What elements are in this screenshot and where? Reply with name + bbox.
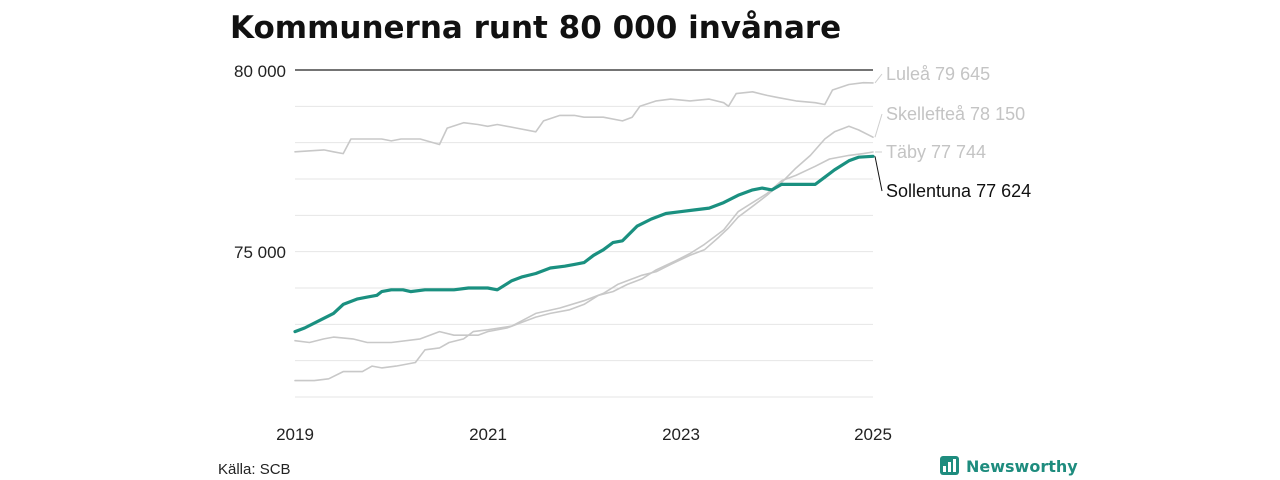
- x-tick-label: 2019: [276, 425, 314, 444]
- series-labels: Luleå 79 645 Skellefteå 78 150 Täby 77 744…: [874, 64, 1031, 201]
- series-end-label: Skellefteå 78 150: [886, 104, 1025, 124]
- x-tick-label: 2023: [662, 425, 700, 444]
- newsworthy-logo-icon: [940, 456, 959, 475]
- label-leader-line: [874, 156, 883, 192]
- label-leader-line: [874, 73, 883, 84]
- y-tick-label: 80 000: [234, 62, 286, 81]
- series-line-sollentuna: [293, 154, 875, 334]
- y-tick-label: 75 000: [234, 243, 286, 262]
- x-tick-label: 2025: [854, 425, 892, 444]
- series-line-taby: [294, 151, 874, 344]
- series-end-label: Luleå 79 645: [886, 64, 990, 84]
- series-lines: [293, 81, 875, 382]
- y-axis: 80 000 75 000: [234, 62, 286, 262]
- source-note: Källa: SCB: [218, 461, 291, 478]
- label-leader-line: [874, 113, 883, 138]
- series-line-lulea: [294, 81, 874, 155]
- series-end-label: Sollentuna 77 624: [886, 181, 1031, 201]
- newsworthy-brand-text: Newsworthy: [966, 457, 1078, 476]
- newsworthy-logo: Newsworthy: [940, 456, 1078, 476]
- x-axis: 2019 2021 2023 2025: [276, 425, 892, 444]
- chart-title: Kommunerna runt 80 000 invånare: [230, 10, 841, 46]
- gridlines: [295, 69, 873, 398]
- x-tick-label: 2021: [469, 425, 507, 444]
- series-end-label: Täby 77 744: [886, 142, 986, 162]
- series-line-skelleftea: [294, 125, 874, 382]
